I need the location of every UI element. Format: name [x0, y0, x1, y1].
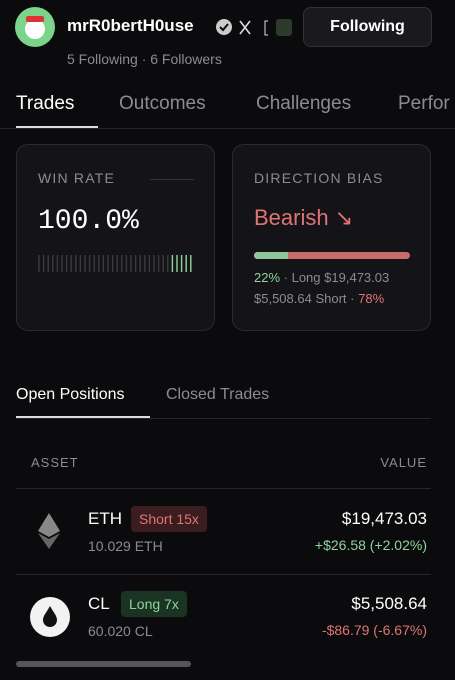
position-size: 10.029 ETH	[88, 538, 163, 554]
long-amount: $19,473.03	[324, 270, 390, 285]
column-header: ASSET	[31, 455, 79, 470]
position-value: $5,508.64	[351, 594, 427, 613]
position-value: $19,473.03	[341, 509, 427, 528]
position-tab[interactable]: Open Positions	[16, 386, 125, 403]
tab-indicator	[16, 416, 150, 418]
position-pnl: +$26.58 (+2.02%)	[314, 537, 427, 553]
long-share-bar	[254, 252, 289, 259]
scrollbar[interactable]	[16, 661, 191, 667]
position-size: 60.020 CL	[88, 623, 153, 639]
column-header: VALUE	[380, 455, 427, 470]
avatar[interactable]	[14, 6, 56, 48]
short-amount: $5,508.64	[254, 291, 312, 306]
card-label: WIN RATE	[38, 170, 116, 186]
tab[interactable]: Perfor	[398, 93, 450, 114]
follow-button[interactable]: Following	[303, 7, 432, 47]
cl-icon	[30, 597, 70, 637]
eth-icon	[38, 513, 60, 549]
follow-stats[interactable]: 5 Following · 6 Followers	[67, 51, 222, 67]
long-text: · Long	[283, 270, 321, 285]
bias-bar	[254, 252, 410, 259]
position-tab[interactable]: Closed Trades	[166, 386, 270, 403]
long-share: 22%	[254, 270, 281, 285]
position-pnl: -$86.79 (-6.67%)	[321, 622, 427, 638]
profile-name[interactable]: mrR0bertH0use	[67, 16, 194, 35]
tab-indicator	[16, 126, 98, 128]
short-share: 78%	[358, 291, 385, 306]
position-badge: Short 15x	[131, 506, 207, 532]
asset-name[interactable]: ETH	[88, 509, 122, 528]
win-rate-ticks	[38, 255, 192, 272]
tab[interactable]: Challenges	[256, 93, 352, 114]
direction-bias-card: DIRECTION BIAS Bearish ↘ 22% · Long $19,…	[232, 144, 431, 331]
card-label: DIRECTION BIAS	[254, 170, 384, 186]
win-rate-card: WIN RATE 100.0%	[16, 144, 215, 331]
asset-name[interactable]: CL	[88, 594, 110, 613]
position-badge: Long 7x	[121, 591, 187, 617]
short-text: Short ·	[315, 291, 355, 306]
win-rate-value: 100.0%	[38, 206, 139, 237]
tab[interactable]: Outcomes	[119, 93, 206, 114]
bias-direction: Bearish ↘	[254, 205, 354, 230]
tab[interactable]: Trades	[16, 93, 75, 114]
profile-icons	[216, 19, 292, 36]
